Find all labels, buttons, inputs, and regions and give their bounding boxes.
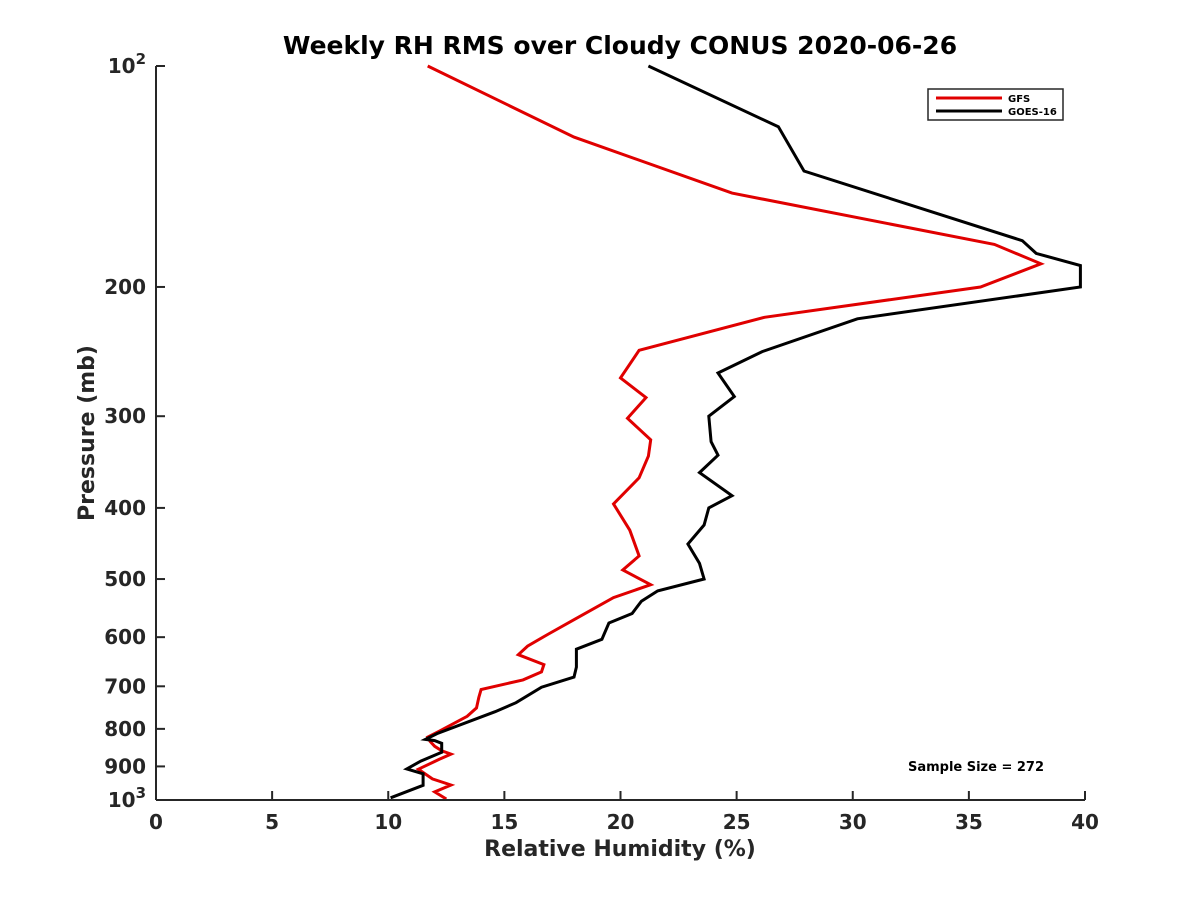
y-tick-label: 800 (104, 717, 146, 741)
sample-size-annotation: Sample Size = 272 (908, 760, 1044, 775)
x-tick-label: 15 (490, 810, 518, 834)
x-axis-label: Relative Humidity (%) (484, 837, 756, 862)
y-tick-label: 900 (104, 754, 146, 778)
axes (155, 66, 1085, 801)
series-line-0 (415, 64, 1045, 801)
legend-label: GFS (1008, 94, 1030, 105)
x-tick-label: 30 (839, 810, 867, 834)
legend-label: GOES-16 (1008, 107, 1057, 118)
y-axis-ticks: 102 200 300 400 500 600 700 800 900 103 (104, 50, 165, 812)
legend-box (927, 88, 1064, 121)
x-tick-label: 10 (374, 810, 402, 834)
x-tick-label: 20 (607, 810, 635, 834)
y-tick-label: 500 (104, 567, 146, 591)
x-tick-label: 40 (1071, 810, 1099, 834)
series-line-1 (390, 64, 1082, 800)
y-tick-label: 400 (104, 496, 146, 520)
y-tick-label: 200 (104, 275, 146, 299)
legend: GFS GOES-16 (927, 88, 1064, 121)
y-tick-label: 102 (108, 50, 146, 78)
y-axis-label: Pressure (mb) (75, 345, 100, 521)
x-tick-label: 0 (149, 810, 163, 834)
y-tick-label: 300 (104, 404, 146, 428)
x-tick-label: 5 (265, 810, 279, 834)
x-tick-label: 35 (955, 810, 983, 834)
y-tick-label: 600 (104, 625, 146, 649)
x-axis-ticks: 0 5 10 15 20 25 30 35 40 (149, 791, 1099, 834)
x-tick-label: 25 (723, 810, 751, 834)
y-tick-label: 103 (108, 784, 146, 812)
y-tick-label: 700 (104, 674, 146, 698)
chart-title: Weekly RH RMS over Cloudy CONUS 2020-06-… (283, 31, 957, 60)
plot-lines (390, 64, 1082, 801)
